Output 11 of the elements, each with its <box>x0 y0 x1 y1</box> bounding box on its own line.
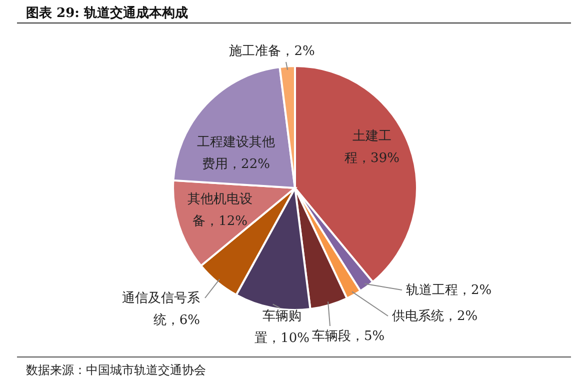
slice-label: 轨道工程，2% <box>406 283 492 298</box>
slice-label: 供电系统，2% <box>392 309 478 324</box>
slice-label: 土建工程，39% <box>344 129 400 166</box>
slice-label: 其他机电设备，12% <box>188 192 252 229</box>
slice-label: 施工准备，2% <box>229 44 315 59</box>
slice-label: 车辆购置，10% <box>254 309 310 346</box>
slice-label: 工程建设其他费用，22% <box>197 135 275 172</box>
slice-label: 车辆段，5% <box>312 329 385 344</box>
source-note: 数据来源：中国城市轨道交通协会 <box>26 363 206 377</box>
chart-title: 图表 29: 轨道交通成本构成 <box>26 5 188 21</box>
slice-label: 通信及信号系统，6% <box>122 291 200 328</box>
